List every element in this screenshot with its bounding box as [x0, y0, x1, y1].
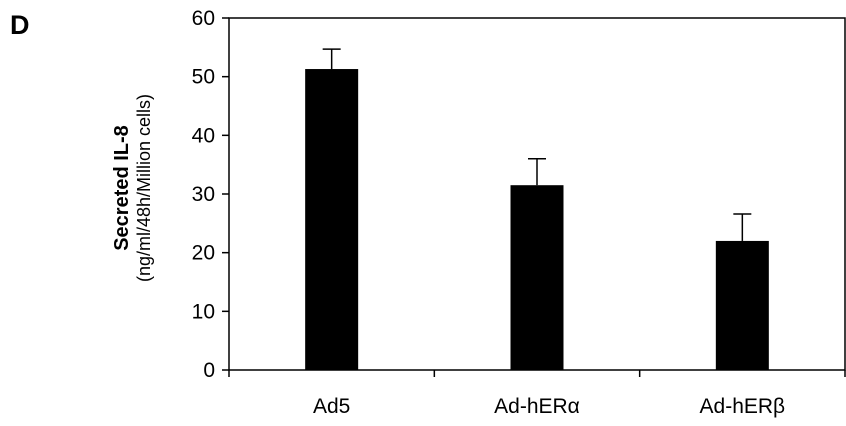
bar-2: [510, 185, 564, 370]
error-bars: [322, 48, 752, 241]
bars: [305, 69, 769, 370]
y-tick-label: 20: [192, 242, 215, 265]
y-tick-label: 30: [192, 183, 215, 206]
panel-label: D: [10, 10, 30, 40]
y-axis-unit: (ng/ml/48h/Million cells): [134, 94, 154, 282]
x-tick-label: Ad-hERβ: [700, 395, 786, 418]
y-tick-label: 0: [203, 359, 215, 382]
y-tick-label: 10: [192, 300, 215, 323]
bar-3: [715, 240, 769, 370]
y-tick-label: 50: [192, 66, 215, 89]
x-tick-label: Ad-hERα: [494, 395, 580, 418]
x-axis: [228, 370, 846, 377]
x-tick-labels: Ad5 Ad-hERα Ad-hERβ: [313, 395, 785, 418]
y-axis: 0 10 20 30 40 50 60: [192, 7, 229, 382]
y-tick-label: 60: [192, 7, 215, 30]
x-tick-label: Ad5: [313, 395, 350, 418]
y-tick-label: 40: [192, 124, 215, 147]
bar-1: [305, 69, 359, 370]
y-axis-title: Secreted IL-8 (ng/ml/48h/Million cells): [111, 94, 154, 282]
y-axis-label: Secreted IL-8: [111, 125, 133, 251]
